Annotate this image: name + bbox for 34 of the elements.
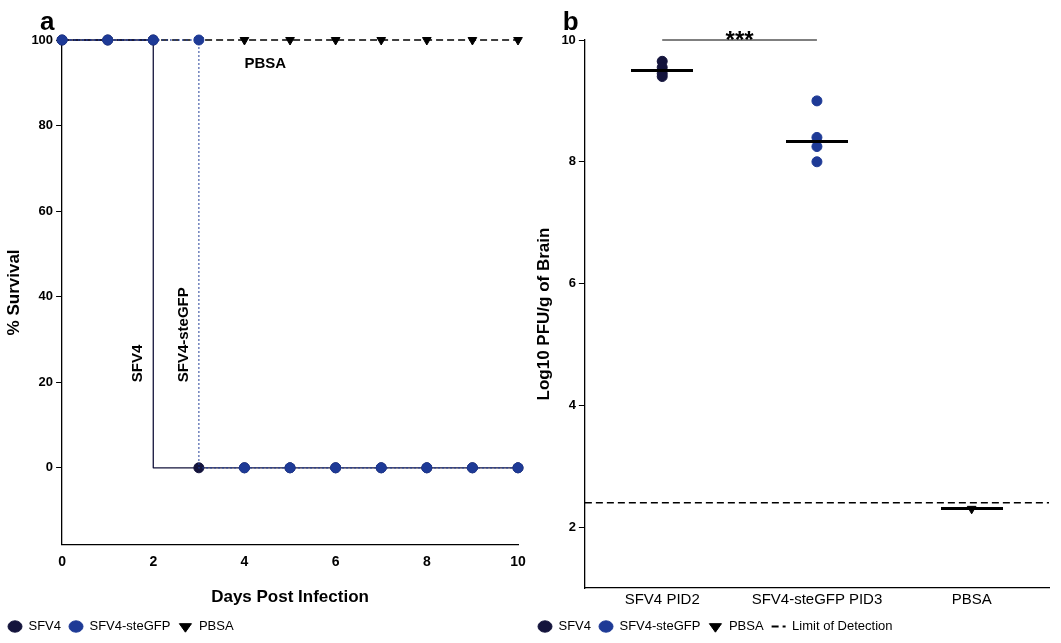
- x-tick-label: 8: [422, 553, 431, 570]
- legend-label: PBSA: [198, 618, 234, 634]
- legend-label: SFV4: [28, 618, 62, 634]
- annotation: ***: [725, 26, 755, 53]
- annotation: SFV4: [127, 344, 145, 383]
- x-tick-label: SFV4-steGFP PID3: [751, 590, 883, 608]
- y-tick-label: 100: [31, 31, 54, 47]
- annotation: PBSA: [244, 53, 287, 71]
- x-tick-label: 6: [331, 553, 340, 570]
- legend-label: PBSA: [728, 618, 764, 634]
- legend-label: SFV4-steGFP: [619, 618, 701, 634]
- y-axis-title: % Survival: [3, 249, 23, 336]
- x-tick-label: 10: [510, 553, 526, 570]
- x-axis-title: Days Post Infection: [211, 587, 369, 607]
- x-tick-label: SFV4 PID2: [624, 590, 700, 608]
- y-tick-label: 60: [38, 202, 54, 218]
- y-tick-label: 2: [568, 518, 576, 534]
- y-tick-label: 40: [38, 288, 54, 304]
- legend-label: Limit of Detection: [792, 618, 893, 634]
- y-tick-label: 0: [45, 459, 54, 475]
- y-tick-label: 10: [561, 31, 576, 47]
- x-tick-label: PBSA: [951, 590, 992, 608]
- y-axis-title: Log10 PFU/g of Brain: [533, 227, 553, 401]
- y-tick-label: 8: [568, 153, 576, 169]
- legend-label: SFV4-steGFP: [89, 618, 171, 634]
- y-tick-label: 20: [38, 373, 54, 389]
- x-tick-label: 4: [240, 553, 249, 570]
- y-tick-label: 6: [568, 275, 576, 291]
- x-tick-label: 0: [58, 553, 67, 570]
- x-tick-label: 2: [149, 553, 158, 570]
- y-tick-label: 80: [38, 117, 54, 133]
- legend-label: SFV4: [558, 618, 592, 634]
- y-tick-label: 4: [568, 396, 577, 412]
- annotation: SFV4-steGFP: [173, 287, 191, 383]
